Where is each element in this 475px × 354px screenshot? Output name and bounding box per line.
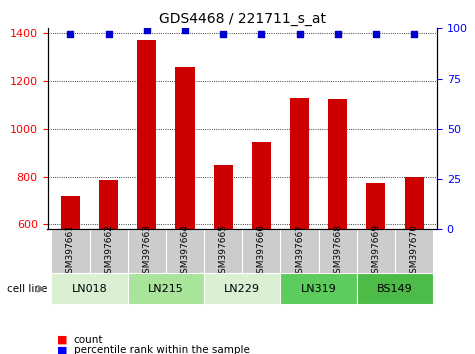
Bar	[405, 177, 424, 354]
Point	[334, 32, 342, 37]
Text: GSM397668: GSM397668	[333, 224, 342, 279]
Text: GSM397663: GSM397663	[142, 224, 151, 279]
FancyBboxPatch shape	[51, 229, 89, 273]
FancyBboxPatch shape	[204, 229, 242, 273]
FancyBboxPatch shape	[89, 229, 128, 273]
FancyBboxPatch shape	[166, 229, 204, 273]
Bar	[214, 165, 233, 354]
Text: GSM397664: GSM397664	[180, 224, 190, 279]
Point	[410, 32, 418, 37]
FancyBboxPatch shape	[357, 273, 433, 304]
Bar	[61, 196, 80, 354]
Bar	[99, 180, 118, 354]
Text: LN215: LN215	[148, 284, 184, 294]
FancyBboxPatch shape	[319, 229, 357, 273]
Text: ■: ■	[57, 335, 67, 345]
Bar	[328, 99, 347, 354]
Point	[296, 32, 304, 37]
Bar	[175, 67, 195, 354]
Text: GSM397666: GSM397666	[257, 224, 266, 279]
FancyBboxPatch shape	[280, 229, 319, 273]
FancyBboxPatch shape	[280, 273, 357, 304]
FancyBboxPatch shape	[204, 273, 280, 304]
FancyBboxPatch shape	[128, 273, 204, 304]
Title: GDS4468 / 221711_s_at: GDS4468 / 221711_s_at	[159, 12, 326, 26]
Bar	[290, 98, 309, 354]
Text: GSM397661: GSM397661	[66, 224, 75, 279]
FancyBboxPatch shape	[395, 229, 433, 273]
Point	[105, 32, 113, 37]
Text: LN018: LN018	[72, 284, 107, 294]
Text: LN229: LN229	[224, 284, 260, 294]
FancyBboxPatch shape	[357, 229, 395, 273]
Bar	[366, 183, 385, 354]
Text: GSM397667: GSM397667	[295, 224, 304, 279]
Text: GSM397662: GSM397662	[104, 224, 113, 279]
Point	[143, 28, 151, 33]
FancyBboxPatch shape	[242, 229, 280, 273]
Text: BS149: BS149	[377, 284, 413, 294]
Text: GSM397669: GSM397669	[371, 224, 380, 279]
FancyBboxPatch shape	[51, 273, 128, 304]
Point	[257, 32, 265, 37]
Point	[181, 28, 189, 33]
Point	[372, 32, 380, 37]
Bar	[137, 40, 156, 354]
Point	[219, 32, 227, 37]
Text: GSM397670: GSM397670	[409, 224, 418, 279]
Point	[66, 32, 74, 37]
Text: cell line: cell line	[7, 284, 48, 294]
Bar	[252, 142, 271, 354]
Text: LN319: LN319	[301, 284, 336, 294]
Text: percentile rank within the sample: percentile rank within the sample	[74, 346, 249, 354]
FancyBboxPatch shape	[128, 229, 166, 273]
Text: GSM397665: GSM397665	[218, 224, 228, 279]
Text: ■: ■	[57, 346, 67, 354]
Text: count: count	[74, 335, 103, 345]
